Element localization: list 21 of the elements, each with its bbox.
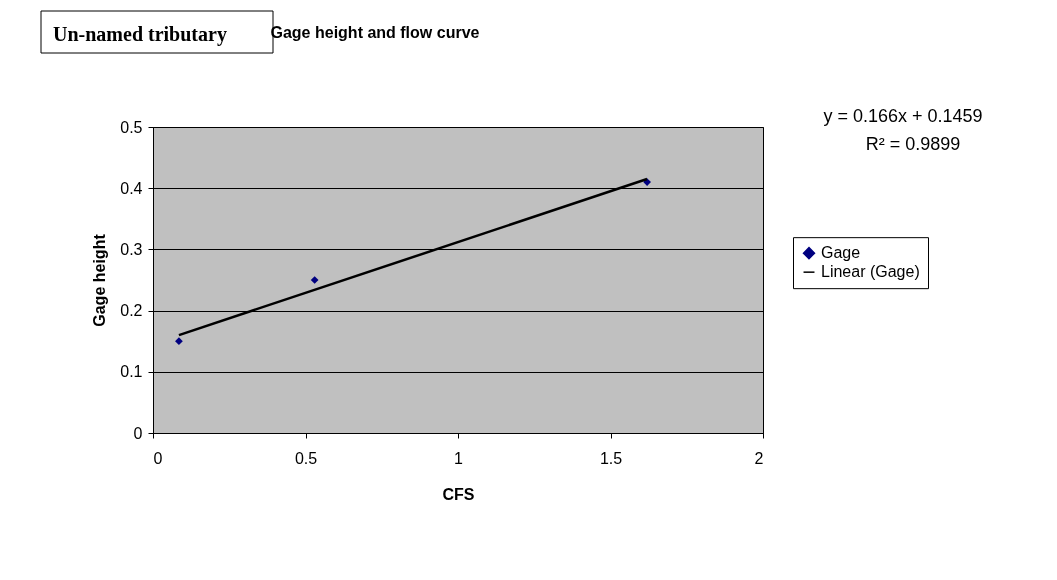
point	[310, 276, 319, 284]
y-tick-label: 0.5	[120, 118, 143, 136]
legend-label: Gage	[821, 244, 861, 262]
x-tick-label: 0.5	[294, 449, 318, 467]
text: R² = 0.9899	[865, 134, 961, 154]
text: y = 0.166x + 0.1459	[823, 106, 983, 126]
x-tick-label: 0	[153, 449, 163, 467]
chart-title: Gage height and flow curve	[270, 23, 480, 41]
legend-label: Linear (Gage)	[821, 263, 920, 281]
text: Un-named tributary	[53, 23, 227, 46]
y-tick-label: 0.2	[120, 302, 143, 320]
y-tick-label: 0	[133, 424, 143, 442]
y-tick-label: 0.1	[120, 363, 143, 381]
x-tick-label: 2	[754, 449, 764, 467]
point	[175, 337, 183, 346]
y-axis-title: Gage height	[91, 233, 109, 327]
y-tick-label: 0.4	[120, 179, 143, 197]
x-tick-label: 1.5	[599, 449, 623, 467]
y-tick-label: 0.3	[120, 240, 143, 258]
x-tick-label: 1	[454, 449, 464, 467]
x-axis-title: CFS	[442, 485, 475, 503]
